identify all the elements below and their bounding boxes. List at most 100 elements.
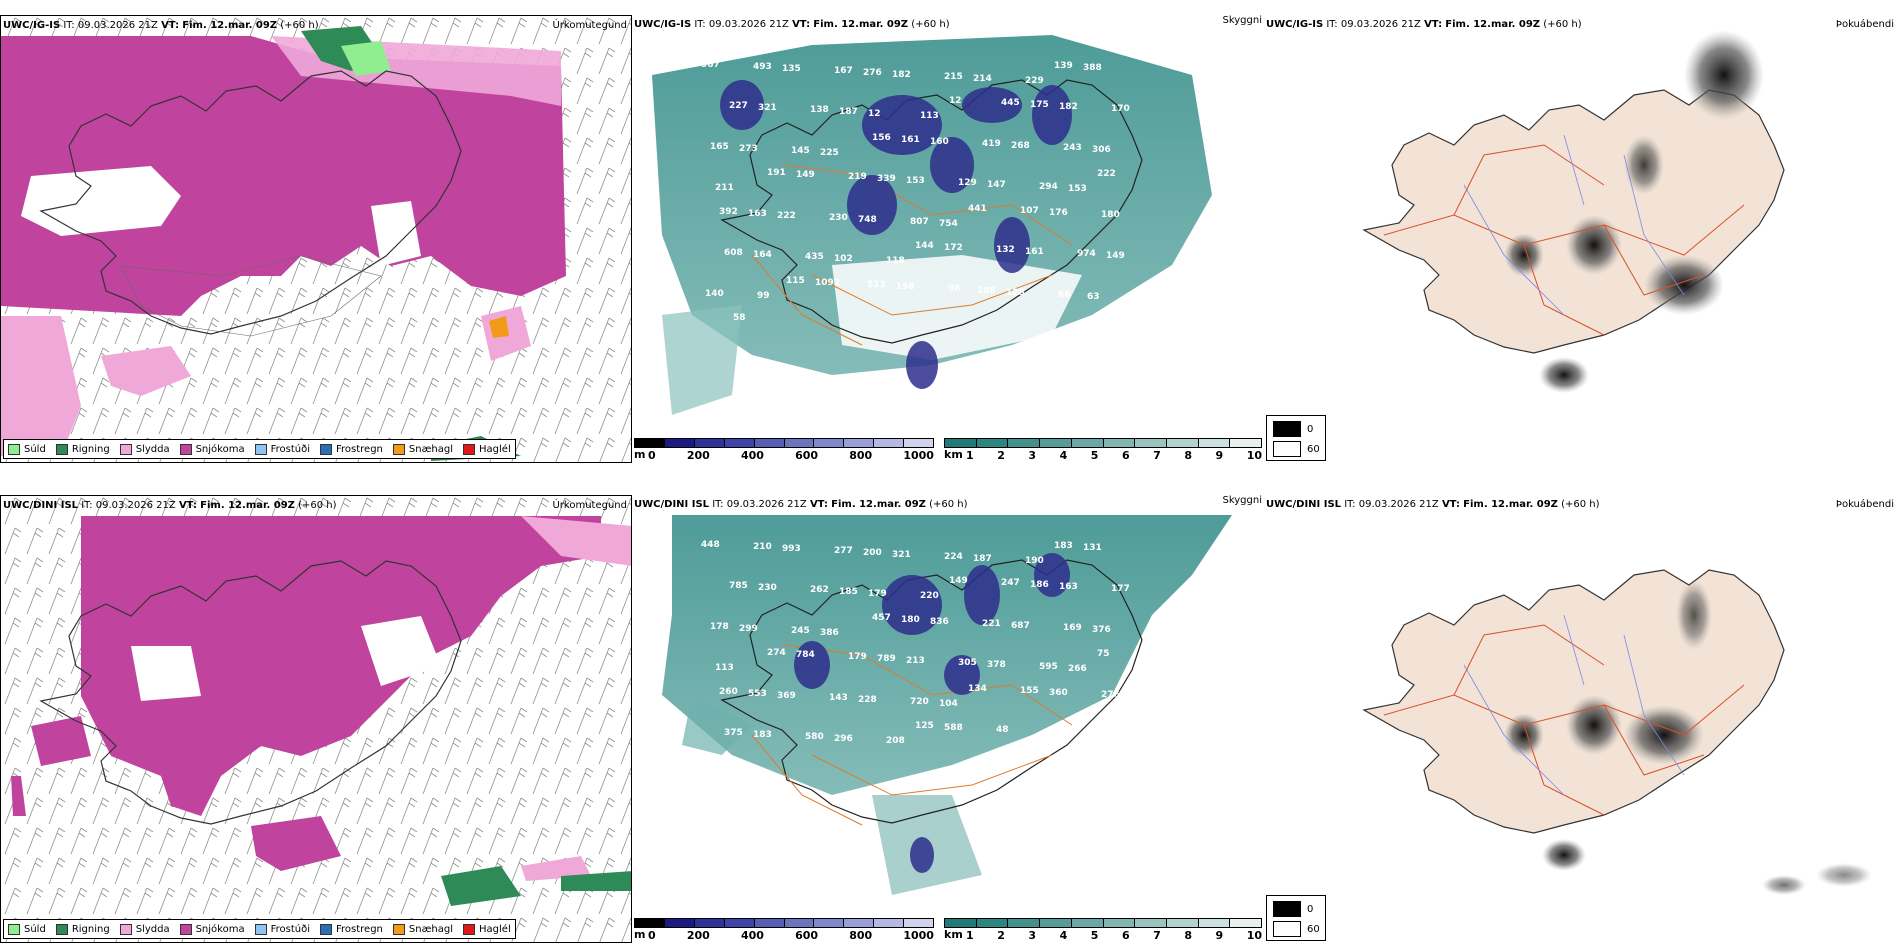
ceiling-colorbar-tick: 3 xyxy=(1028,449,1037,462)
visibility-label: 132 xyxy=(996,245,1015,255)
height-colorbar-tick: 200 xyxy=(686,449,710,462)
visibility-label: 12 xyxy=(868,109,881,119)
visibility-label: 785 xyxy=(729,581,748,591)
visibility-label: 595 xyxy=(1039,662,1058,672)
ceiling-colorbar-tick: 6 xyxy=(1121,929,1130,942)
ceiling-colorbar-segment xyxy=(1166,919,1199,927)
legend-swatch xyxy=(8,443,20,455)
top-fog-panel: UWC/IG-IS IT: 09.03.2026 21Z VT: Fim. 12… xyxy=(1264,15,1900,463)
height-colorbar-ticks: 0 200 400 600 800 1000 xyxy=(634,449,934,462)
visibility-label: 160 xyxy=(930,137,949,147)
bottom-ceiling-colorbar: 1 2 3 4 5 6 7 8 9 10 km xyxy=(944,918,1262,942)
ceiling-colorbar-tick: 7 xyxy=(1153,449,1161,462)
legend-swatch xyxy=(392,443,405,455)
visibility-label: 187 xyxy=(839,107,858,117)
ceiling-colorbar-tick: 5 xyxy=(1090,449,1099,462)
height-colorbar-bar xyxy=(634,438,934,448)
legend-item-frostudi: Frostúði xyxy=(254,923,310,935)
bottom-visibility-panel: 448 210 993 277 200 321 224 187 190 183 131 785 230 2… xyxy=(632,495,1264,943)
visibility-label: 807 xyxy=(910,217,929,227)
visibility-label: 230 xyxy=(758,583,777,593)
visibility-label: 172 xyxy=(944,243,963,253)
visibility-label: 754 xyxy=(939,219,958,229)
visibility-label: 321 xyxy=(758,103,777,113)
legend-swatch xyxy=(254,443,267,455)
legend-item-haglel: Haglél xyxy=(463,443,511,455)
visibility-label: 228 xyxy=(858,695,877,705)
visibility-label: 227 xyxy=(729,101,748,111)
legend-item-frostregn: Frostregn xyxy=(320,923,383,935)
visibility-label: 58 xyxy=(733,313,746,323)
height-unit: m xyxy=(634,928,646,941)
legend-swatch xyxy=(8,923,20,935)
visibility-label: 188 xyxy=(977,286,996,296)
visibility-label: 720 xyxy=(910,697,929,707)
bottom-visibility-map: 448 210 993 277 200 321 224 187 190 183 131 785 230 2… xyxy=(662,515,1232,895)
height-colorbar-segment xyxy=(904,439,934,447)
visibility-label: 187 xyxy=(973,554,992,564)
visibility-label: 580 xyxy=(805,732,824,742)
visibility-label: 608 xyxy=(724,248,743,258)
fog-swatch-light xyxy=(1273,441,1301,457)
height-colorbar-segment xyxy=(694,919,725,927)
ceiling-colorbar-tick: 10 xyxy=(1246,929,1262,942)
visibility-label: 48 xyxy=(996,725,1009,735)
visibility-label: 145 xyxy=(791,146,810,156)
visibility-label: 125 xyxy=(915,721,934,731)
visibility-label: 221 xyxy=(982,619,1001,629)
legend-swatch xyxy=(55,443,68,455)
ceiling-colorbar-segment xyxy=(1071,439,1104,447)
bottom-precip-panel: UWC/DINI ISL IT: 09.03.2026 21Z VT: Fim.… xyxy=(0,495,632,943)
ceiling-unit: km xyxy=(944,448,963,461)
visibility-label: 748 xyxy=(858,215,877,225)
bottom-precip-title: UWC/DINI ISL IT: 09.03.2026 21Z VT: Fim.… xyxy=(3,500,337,511)
top-fog-type: Þokuábendi xyxy=(1835,19,1894,30)
visibility-label: 179 xyxy=(848,652,867,662)
visibility-label: 134 xyxy=(968,684,987,694)
bottom-visibility-labels: 448 210 993 277 200 321 224 187 190 183 131 785 230 2… xyxy=(701,540,1130,746)
visibility-label: 179 xyxy=(868,589,887,599)
visibility-label: 165 xyxy=(710,142,729,152)
visibility-label: 262 xyxy=(810,585,829,595)
visibility-label: 435 xyxy=(805,252,824,262)
top-ceiling-colorbar: 1 2 3 4 5 6 7 8 9 10 km xyxy=(944,438,1262,462)
height-colorbar-tick: 400 xyxy=(740,449,764,462)
height-colorbar-segment xyxy=(874,439,905,447)
visibility-label: 1092 xyxy=(815,278,840,288)
legend-item-frostudi: Frostúði xyxy=(254,443,310,455)
legend-item-snaehagl: Snæhagl xyxy=(392,443,453,455)
visibility-label: 107 xyxy=(1020,206,1039,216)
ceiling-colorbar-tick: 7 xyxy=(1153,929,1161,942)
ceiling-unit: km xyxy=(944,928,963,941)
legend-swatch xyxy=(320,923,332,935)
top-visibility-map: 967 493 135 167 276 182 215 214 229 139 388 227 321 1… xyxy=(652,35,1212,415)
top-precip-panel: UWC/IG-IS IT: 09.03.2026 21Z VT: Fim. 12… xyxy=(0,15,632,463)
visibility-label: 305 xyxy=(958,658,977,668)
visibility-label: 180 xyxy=(1101,210,1120,220)
legend-item-haglel: Haglél xyxy=(463,923,511,935)
visibility-label: 176 xyxy=(1049,208,1068,218)
ceiling-colorbar-bar xyxy=(944,918,1262,928)
visibility-label: 155 xyxy=(1020,686,1039,696)
legend-item-snjokoma: Snjókoma xyxy=(179,443,245,455)
height-colorbar-tick: 600 xyxy=(795,929,819,942)
height-colorbar-segment xyxy=(635,439,665,447)
ceiling-colorbar-segment xyxy=(1008,439,1041,447)
fog-swatch-dark xyxy=(1273,901,1301,917)
visibility-label: 457 xyxy=(872,613,891,623)
top-visibility-labels: 967 493 135 167 276 182 215 214 229 139 388 227 321 1… xyxy=(701,60,1130,323)
ceiling-colorbar-segment xyxy=(1103,919,1136,927)
height-colorbar-tick: 1000 xyxy=(903,929,934,942)
visibility-label: 104 xyxy=(939,699,958,709)
top-visibility-panel: 967 493 135 167 276 182 215 214 229 139 388 227 321 1… xyxy=(632,15,1264,463)
visibility-label: 268 xyxy=(1011,141,1030,151)
ceiling-colorbar-segment xyxy=(1008,919,1041,927)
height-colorbar-segment xyxy=(814,919,845,927)
height-unit: m xyxy=(634,448,646,461)
visibility-label: 149 xyxy=(949,576,968,586)
height-colorbar-segment xyxy=(874,919,905,927)
bottom-height-colorbar: 0 200 400 600 800 1000 m xyxy=(634,918,934,942)
top-precip-legend: Súld Rigning Slydda Snjókoma Frostúði Fr… xyxy=(3,439,516,459)
visibility-label: 140 xyxy=(705,289,724,299)
ceiling-colorbar-tick: 2 xyxy=(997,449,1005,462)
